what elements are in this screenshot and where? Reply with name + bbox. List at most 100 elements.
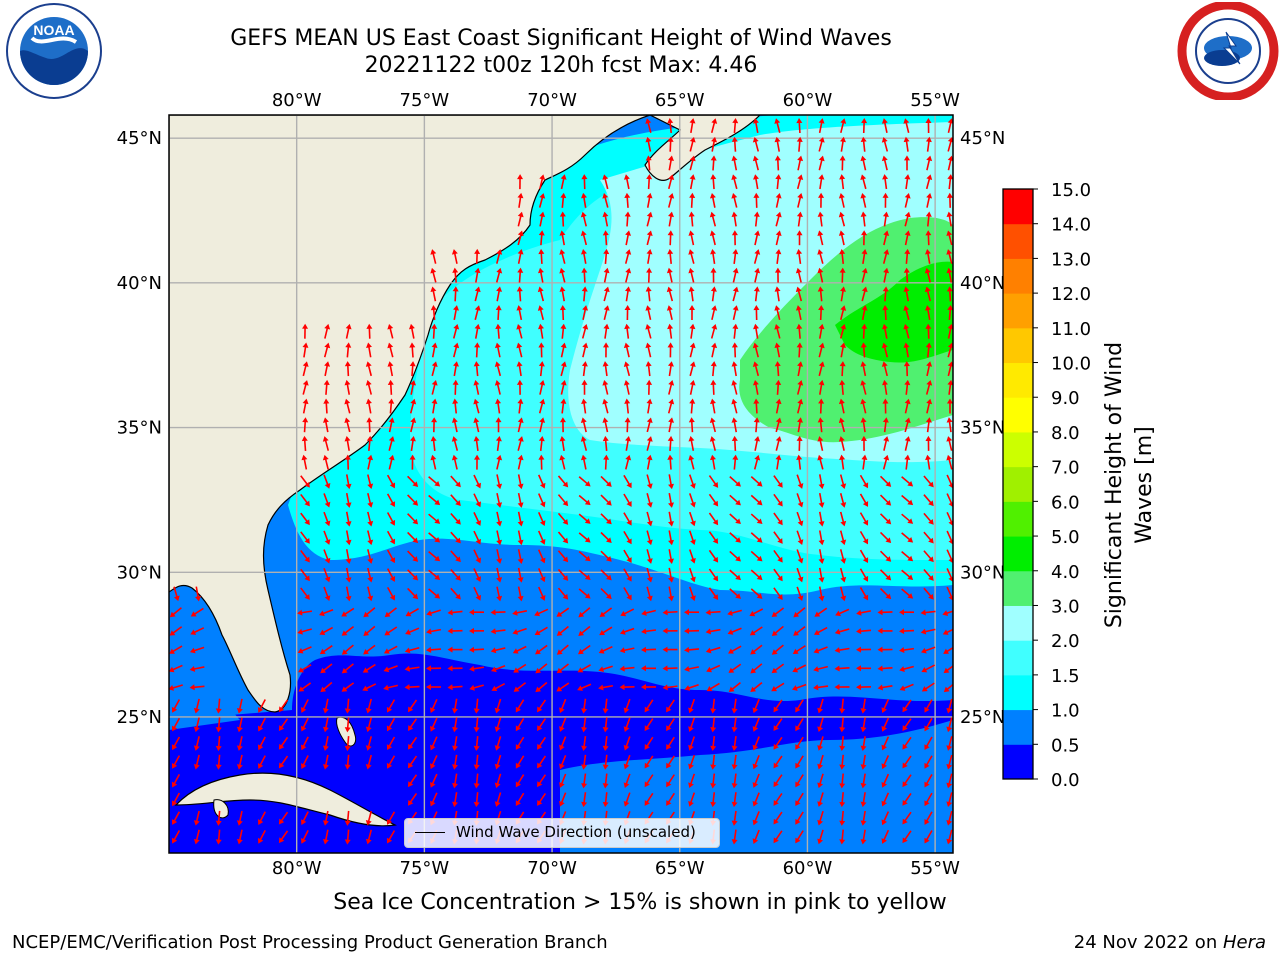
wave-direction-arrow (323, 567, 331, 583)
noaa-logo-text: NOAA (33, 22, 74, 38)
wave-direction-arrow (474, 286, 481, 302)
wave-direction-arrow (189, 684, 205, 691)
wave-direction-arrow (452, 379, 459, 395)
wave-direction-arrow (710, 398, 716, 414)
lat-tick-label: 45°N (960, 128, 1005, 149)
wave-direction-arrow (428, 588, 441, 599)
wave-direction-arrow (215, 717, 222, 733)
wave-direction-arrow (430, 755, 438, 770)
wave-direction-arrow (753, 305, 760, 321)
wave-direction-arrow (753, 417, 760, 433)
wave-direction-arrow (517, 586, 524, 602)
wave-direction-arrow (560, 323, 567, 339)
colorbar-tick-label: 3.0 (1051, 596, 1080, 617)
colorbar-tick-label: 5.0 (1051, 527, 1080, 548)
wave-direction-arrow (556, 663, 569, 674)
wave-direction-arrow (860, 398, 867, 414)
wave-direction-arrow (925, 305, 931, 321)
wave-direction-arrow (559, 454, 566, 470)
wave-direction-arrow (904, 379, 911, 395)
wave-direction-arrow (860, 435, 867, 451)
wave-direction-arrow (773, 718, 783, 732)
wave-direction-arrow (345, 342, 352, 358)
wave-direction-arrow (323, 342, 331, 358)
colorbar-bin (1003, 709, 1033, 745)
wave-direction-arrow (835, 608, 850, 617)
wave-direction-arrow (323, 586, 331, 601)
colorbar-bin (1003, 293, 1033, 329)
wave-direction-arrow (494, 792, 502, 807)
wave-direction-arrow (474, 248, 481, 264)
wave-direction-arrow (774, 305, 781, 320)
lon-tick-label: 65°W (655, 858, 705, 879)
wave-direction-arrow (688, 736, 696, 751)
wave-direction-arrow (602, 698, 609, 714)
wave-direction-arrow (344, 417, 351, 433)
colorbar-bin (1003, 431, 1033, 468)
wave-direction-arrow (731, 155, 738, 171)
wave-direction-arrow (902, 811, 912, 825)
wave-direction-arrow (581, 323, 589, 339)
wave-direction-arrow (688, 230, 695, 246)
wave-direction-arrow (817, 773, 824, 789)
wave-direction-arrow (731, 193, 738, 208)
wave-direction-arrow (173, 586, 180, 602)
wave-direction-arrow (431, 361, 438, 377)
wave-direction-arrow (517, 454, 524, 470)
wave-direction-arrow (407, 587, 419, 600)
wave-direction-arrow (839, 361, 846, 377)
wave-direction-arrow (602, 398, 609, 414)
wave-direction-arrow (646, 174, 653, 190)
chart-subtitle: 20221122 t00z 120h fcst Max: 4.46 (364, 53, 758, 78)
wave-direction-arrow (322, 810, 329, 826)
wave-direction-arrow (881, 792, 890, 807)
wave-direction-arrow (920, 628, 936, 635)
wave-direction-arrow (881, 698, 890, 713)
wave-direction-arrow (750, 681, 763, 693)
wave-direction-arrow (860, 211, 867, 227)
wave-direction-arrow (834, 665, 850, 672)
wave-direction-arrow (860, 136, 867, 152)
wave-direction-arrow (473, 568, 481, 583)
wave-direction-arrow (451, 249, 458, 264)
wave-direction-arrow (578, 476, 591, 487)
wave-direction-arrow (490, 628, 506, 635)
wave-direction-arrow (300, 829, 309, 844)
wave-direction-arrow (603, 454, 610, 470)
wave-direction-arrow (881, 829, 890, 844)
wave-direction-arrow (577, 664, 591, 673)
wave-direction-arrow (302, 361, 309, 377)
wave-direction-arrow (302, 323, 309, 339)
wave-direction-arrow (409, 361, 416, 377)
wave-direction-arrow (752, 717, 760, 732)
wave-direction-arrow (706, 682, 720, 692)
wave-direction-arrow (814, 607, 828, 617)
wave-direction-arrow (771, 625, 784, 637)
wave-direction-arrow (624, 323, 631, 339)
wave-direction-arrow (278, 736, 289, 750)
wave-direction-arrow (839, 792, 846, 808)
wave-direction-arrow (902, 792, 912, 806)
wave-direction-arrow (882, 379, 888, 395)
wave-direction-arrow (859, 549, 869, 564)
wave-direction-arrow (600, 531, 612, 543)
wave-direction-arrow (386, 586, 396, 601)
wave-direction-arrow (947, 323, 953, 339)
wave-direction-arrow (430, 792, 438, 807)
wave-direction-arrow (795, 830, 804, 844)
wave-direction-arrow (796, 586, 804, 602)
map-legend: Wind Wave Direction (unscaled) (404, 818, 720, 848)
wave-direction-arrow (903, 361, 910, 377)
wave-direction-arrow (215, 736, 222, 752)
wave-direction-arrow (645, 136, 652, 152)
wave-direction-arrow (860, 717, 867, 733)
wave-direction-arrow (684, 627, 700, 634)
wave-direction-arrow (646, 230, 653, 246)
wave-direction-arrow (341, 682, 355, 692)
wave-direction-arrow (796, 118, 803, 134)
wave-direction-arrow (924, 699, 933, 713)
wave-direction-arrow (426, 628, 442, 635)
wave-direction-arrow (302, 417, 309, 433)
wave-direction-arrow (431, 323, 438, 339)
wave-direction-arrow (709, 211, 717, 227)
